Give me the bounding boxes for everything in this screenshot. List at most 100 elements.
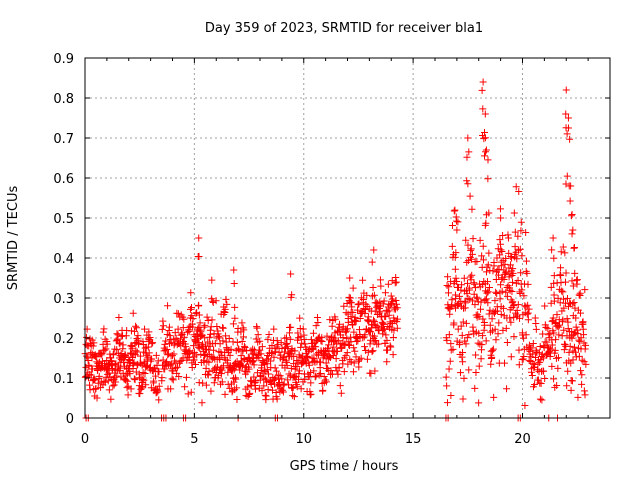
data-point xyxy=(579,318,587,326)
data-point xyxy=(444,289,452,297)
data-point xyxy=(264,386,272,394)
data-point xyxy=(484,288,492,296)
data-point xyxy=(538,350,546,358)
data-point xyxy=(317,337,325,345)
data-point xyxy=(389,297,397,305)
data-point xyxy=(154,357,162,365)
data-point xyxy=(349,284,357,292)
data-point xyxy=(239,333,247,341)
data-point xyxy=(346,274,354,282)
data-point xyxy=(224,356,232,364)
data-point xyxy=(194,343,202,351)
data-point xyxy=(489,267,497,275)
data-point xyxy=(174,325,182,333)
data-point xyxy=(305,372,313,380)
data-point xyxy=(176,357,184,365)
data-point xyxy=(240,356,248,363)
data-point xyxy=(208,316,216,324)
data-point xyxy=(350,359,358,367)
data-point xyxy=(195,234,203,242)
data-point xyxy=(481,110,489,118)
data-point xyxy=(314,319,322,327)
data-point xyxy=(569,226,577,234)
data-point xyxy=(449,345,457,353)
data-point xyxy=(465,286,473,294)
data-point xyxy=(200,323,208,331)
data-point xyxy=(383,358,391,366)
data-point xyxy=(276,378,284,386)
data-point xyxy=(112,378,120,386)
data-point xyxy=(214,371,222,379)
data-point xyxy=(207,387,215,395)
data-point xyxy=(497,303,505,311)
data-point xyxy=(523,269,531,277)
data-point xyxy=(227,345,235,353)
data-point xyxy=(471,384,479,392)
data-point xyxy=(503,385,511,393)
data-point xyxy=(458,331,466,339)
data-point xyxy=(506,270,514,278)
data-point xyxy=(496,240,504,248)
data-point xyxy=(502,324,510,332)
data-point xyxy=(299,325,307,333)
data-point xyxy=(123,384,131,392)
data-point xyxy=(215,332,223,340)
data-point xyxy=(544,325,552,333)
data-point xyxy=(512,183,520,191)
data-point xyxy=(480,326,488,334)
data-point xyxy=(233,384,241,392)
data-point xyxy=(202,364,210,372)
data-point xyxy=(578,380,586,388)
data-point xyxy=(511,243,519,251)
data-point xyxy=(448,296,456,304)
data-point xyxy=(537,380,545,388)
data-point xyxy=(148,340,156,348)
data-point xyxy=(532,325,540,333)
data-point xyxy=(363,291,371,299)
data-point xyxy=(84,357,92,365)
data-point xyxy=(155,382,163,390)
data-point xyxy=(504,231,512,239)
data-point xyxy=(323,332,331,340)
data-point xyxy=(463,177,471,185)
data-point xyxy=(497,311,505,319)
data-point xyxy=(442,373,450,381)
x-tick-label: 0 xyxy=(81,432,89,447)
data-point xyxy=(487,360,495,368)
data-point xyxy=(481,152,489,160)
data-point xyxy=(271,348,279,356)
data-point xyxy=(568,377,576,385)
data-point xyxy=(447,391,455,399)
data-point xyxy=(268,349,276,357)
data-point xyxy=(150,377,158,385)
data-point xyxy=(159,322,167,330)
data-point xyxy=(562,278,570,286)
data-point xyxy=(251,385,259,393)
data-point xyxy=(354,306,362,314)
data-point xyxy=(447,340,455,348)
data-point xyxy=(293,383,301,391)
data-point xyxy=(187,303,195,311)
data-point xyxy=(198,399,206,407)
data-point xyxy=(562,110,570,118)
data-point xyxy=(336,320,344,328)
data-point xyxy=(205,368,213,376)
data-point xyxy=(286,323,294,331)
data-point xyxy=(310,367,318,375)
data-point xyxy=(564,295,572,303)
data-point xyxy=(345,341,353,349)
data-point xyxy=(267,357,275,365)
data-point xyxy=(459,358,467,366)
data-point xyxy=(524,309,532,317)
data-point xyxy=(192,361,200,369)
data-point xyxy=(279,388,287,396)
data-point xyxy=(564,367,572,375)
data-point xyxy=(216,356,224,364)
data-point xyxy=(455,292,463,300)
data-point xyxy=(238,319,246,327)
data-point xyxy=(371,367,379,375)
data-point xyxy=(148,355,156,363)
data-point xyxy=(478,281,486,289)
data-point xyxy=(117,373,125,381)
data-point xyxy=(453,217,461,225)
